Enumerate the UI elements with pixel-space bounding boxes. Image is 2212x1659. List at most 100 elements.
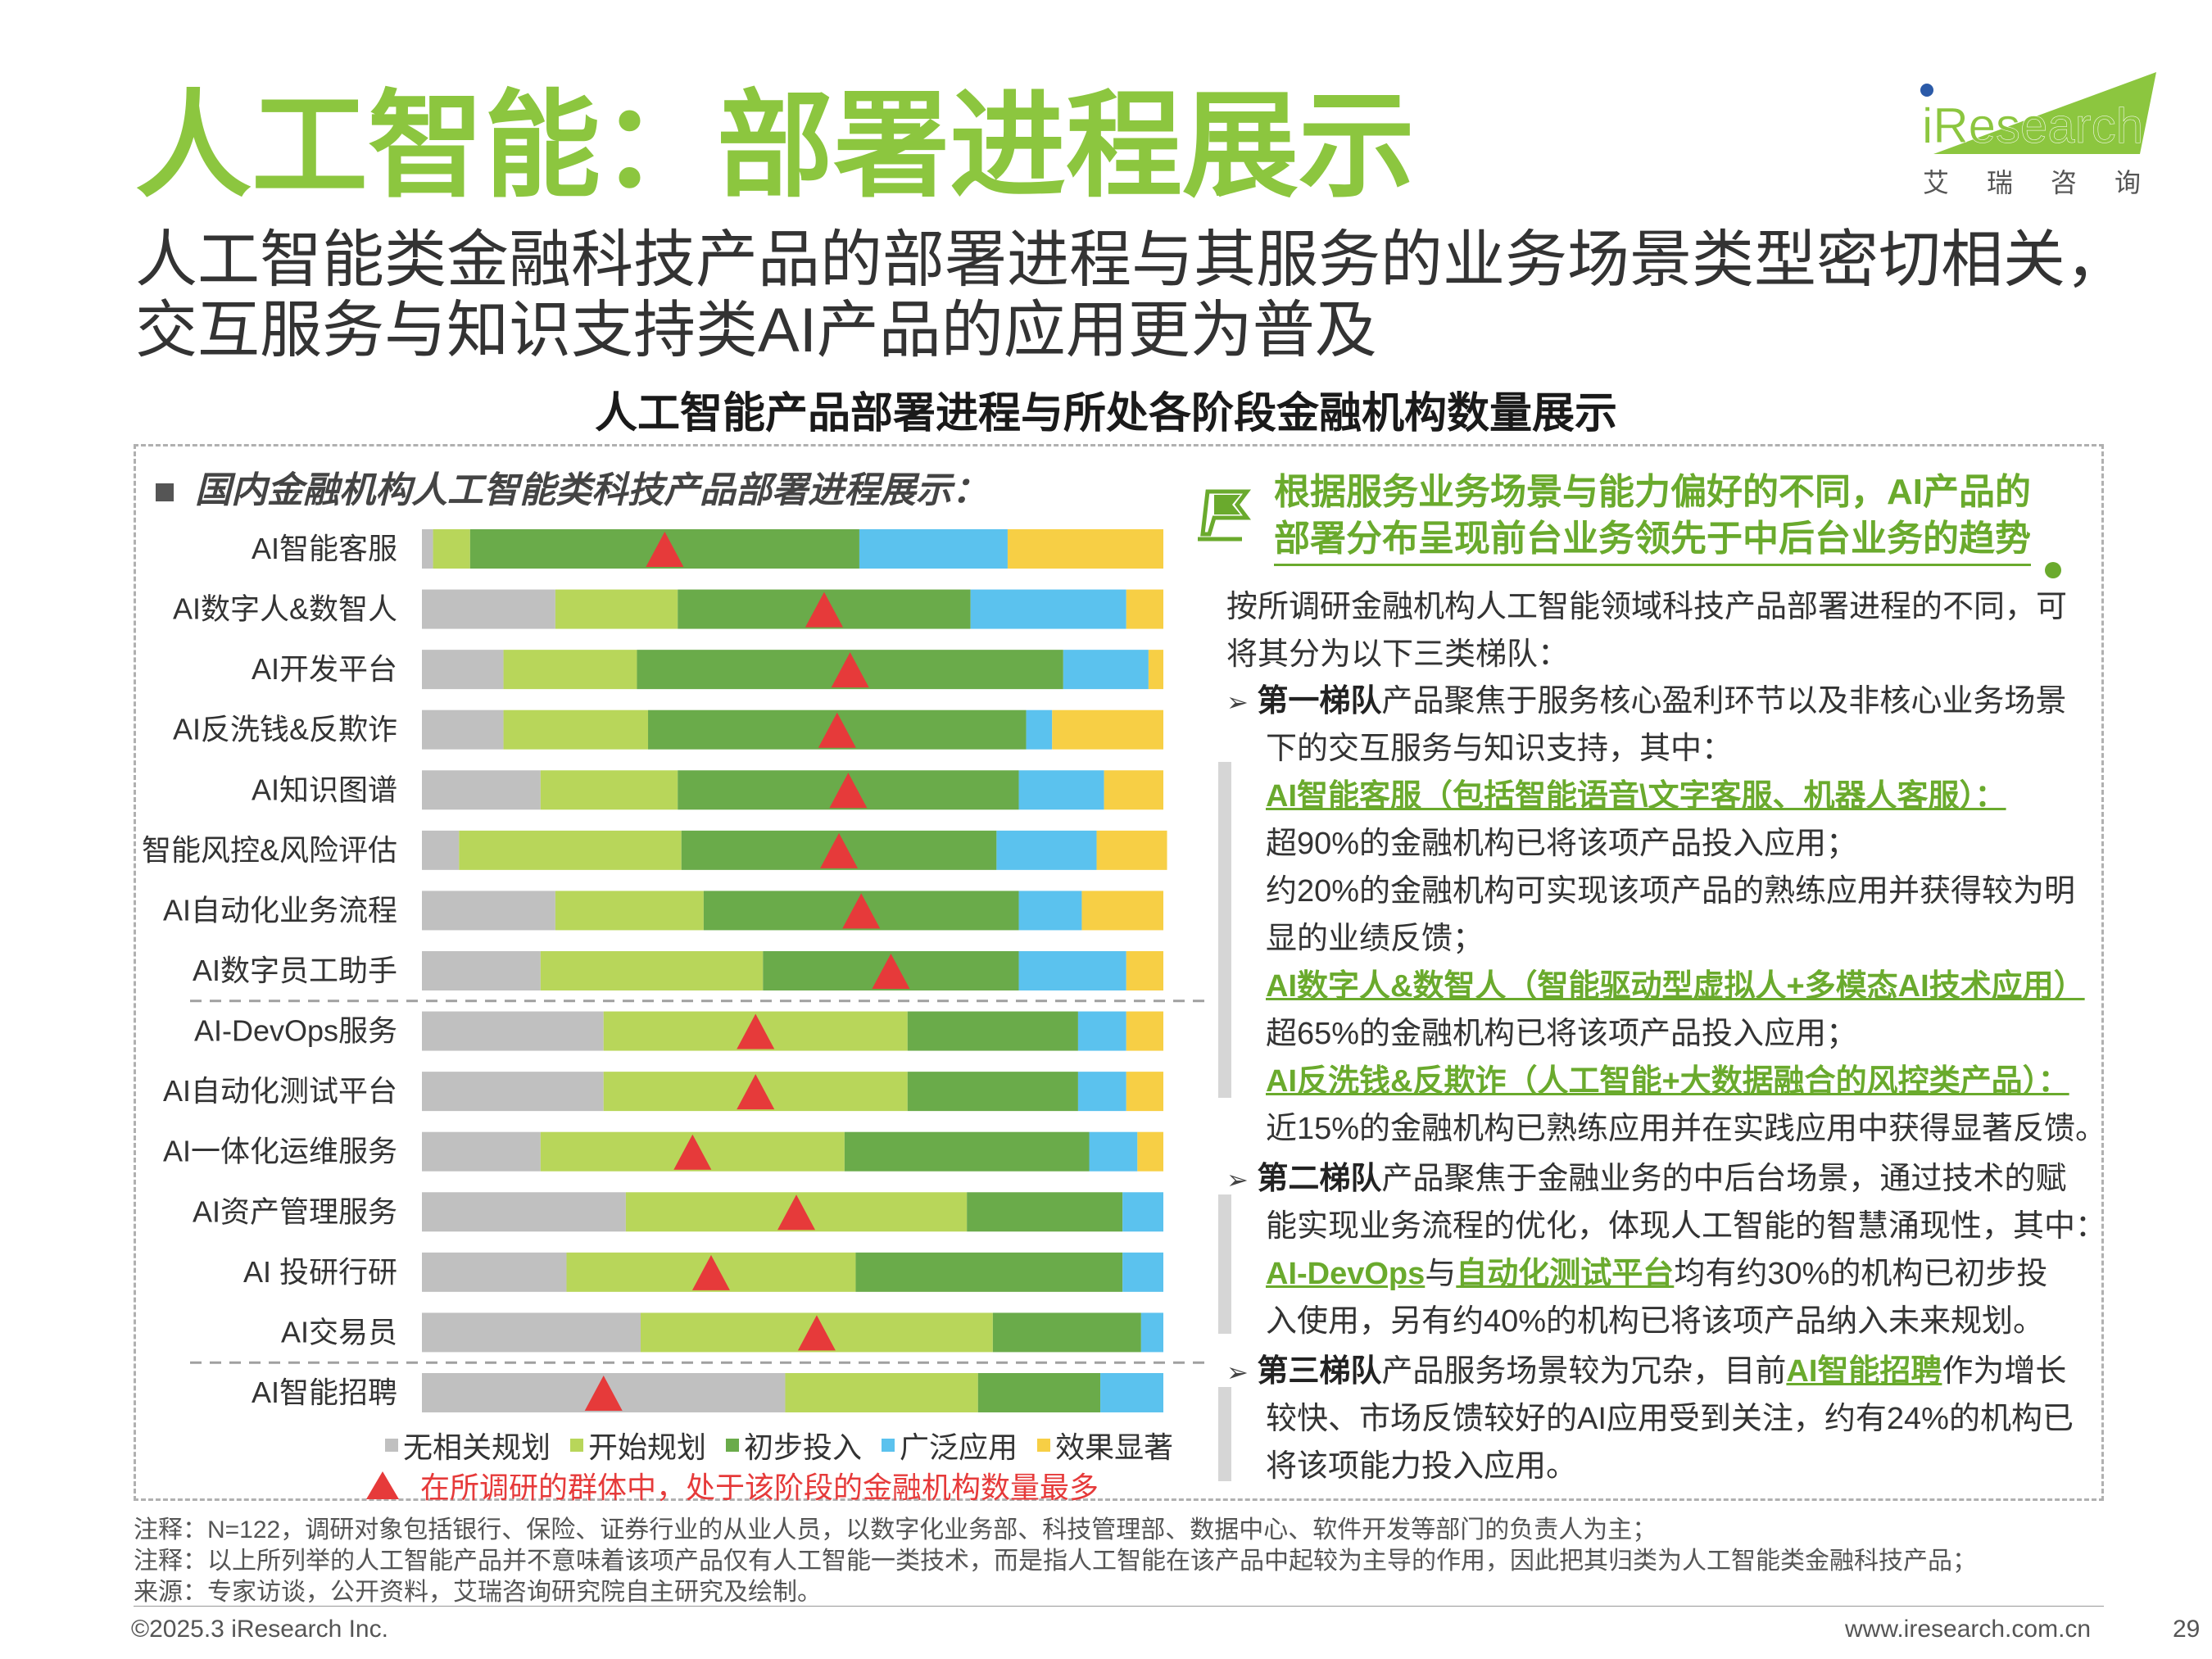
bar-segment [422,1312,641,1353]
bar-segment [422,709,504,750]
bar-segment [1018,891,1082,931]
category-label: 智能风控&风险评估 [142,833,397,867]
bar-segment [1126,1011,1163,1051]
item1-line-3: 显的业绩反馈； [1266,922,1484,956]
bar-segment [540,770,678,810]
bar-segment [1007,529,1163,569]
bar-segment [1148,650,1163,690]
tier3-label: 第三梯队 [1257,1354,1382,1389]
category-label: AI数字人&数智人 [173,592,397,626]
iresearch-logo: iResearch [1920,72,2156,154]
legend-item: 初步投入 [726,1424,862,1466]
bar-segment [422,830,460,870]
tier2-line-2: 能实现业务流程的优化，体现人工智能的智慧涌现性，其中： [1266,1209,2107,1244]
tier3-side-bar [1218,1387,1231,1481]
bar-segment [433,529,470,569]
max-stage-marker [777,1194,816,1231]
tier1-side-bar [1218,762,1231,1098]
max-stage-marker [829,773,868,809]
tier2-highlight-devops: AI-DevOps [1266,1257,1426,1291]
legend-item: 无相关规划 [385,1424,551,1466]
triangle-legend-note: 在所调研的群体中，处于该阶段的金融机构数量最多 [365,1464,1099,1507]
tier2-line-1: ➢ 第二梯队产品聚焦于金融业务的中后台场景，通过技术的赋 [1226,1155,2066,1203]
subtitle-line-1: 人工智能类金融科技产品的部署进程与其服务的业务场景类型密切相关， [135,225,2128,295]
item1-title: AI智能客服（包括智能语音\文字客服、机器人客服）： [1266,779,2006,814]
tier1-text-1: 产品聚焦于服务核心盈利环节以及非核心业务场景 [1381,684,2067,718]
bar-segment [992,1312,1141,1353]
tier3-text-1a: 产品服务场景较为冗杂，目前 [1381,1354,1787,1389]
bar-segment [503,709,649,750]
heading-line-1: 根据服务业务场景与能力偏好的不同，AI产品的 [1274,472,2031,512]
page-number: 29 [2173,1616,2201,1643]
max-stage-marker [737,1074,775,1110]
max-stage-marker [673,1134,712,1170]
bar-segment [540,950,764,990]
tier1-label: 第一梯队 [1257,684,1382,718]
item1-line-2: 约20%的金融机构可实现该项产品的熟练应用并获得较为明 [1266,874,2076,909]
bar-segment [1126,1072,1163,1112]
bar-segment [503,650,637,690]
chart-section-title-text: 国内金融机构人工智能类科技产品部署进程展示： [195,470,988,510]
bar-segment [422,1252,567,1292]
tier3-line-3: 将该项能力投入应用。 [1266,1449,1578,1484]
logo-brand: iResearch [1922,98,2143,153]
bar-segment [422,529,433,569]
bar-segment [859,529,1008,569]
category-label: AI自动化业务流程 [163,893,397,927]
max-stage-marker [797,1315,836,1351]
legend-item: 效果显著 [1037,1424,1173,1466]
tier3-highlight: AI智能招聘 [1786,1354,1942,1389]
item2-line-1: 超65%的金融机构已将该项产品投入应用； [1266,1017,1858,1051]
arrow-bullet-icon: ➢ [1226,1358,1249,1387]
bar-segment [459,830,682,870]
bar-segment [907,1072,1078,1112]
bar-segment [977,1372,1101,1412]
max-stage-marker [691,1254,730,1290]
copyright: ©2025.3 iResearch Inc. [131,1616,388,1643]
bar-segment [844,1131,1090,1172]
bar-segment [1018,770,1104,810]
bar-segment [996,830,1097,870]
chart-title: 人工智能产品部署进程与所处各阶段金融机构数量展示 [594,390,1617,437]
bar-segment [1089,1131,1138,1172]
category-label: AI知识图谱 [252,773,397,806]
tier3-line-1: ➢ 第三梯队产品服务场景较为冗杂，目前AI智能招聘作为增长 [1226,1348,2066,1396]
content-panel [134,444,2104,1501]
category-label: AI反洗钱&反欺诈 [173,713,397,746]
square-bullet-icon [156,483,174,502]
max-stage-marker [818,712,856,748]
tier2-label: 第二梯队 [1257,1162,1382,1196]
category-label: AI一体化运维服务 [163,1135,397,1168]
bar-segment [1018,950,1126,990]
legend-label: 初步投入 [744,1430,863,1464]
item3-title: AI反洗钱&反欺诈（人工智能+大数据融合的风控类产品）： [1266,1064,2069,1099]
max-stage-marker [831,652,869,688]
tier2-side-bar [1218,1194,1231,1334]
intro-line-2: 将其分为以下三类梯队： [1226,637,1570,672]
subtitle-line-2: 交互服务与知识支持类AI产品的应用更为普及 [135,296,1377,365]
legend-swatch [1037,1439,1051,1452]
category-label: AI数字员工助手 [193,954,397,987]
legend-label: 效果显著 [1055,1430,1174,1464]
legend-label: 开始规划 [588,1430,707,1464]
legend-label: 广泛应用 [900,1430,1018,1464]
bar-segment [1137,1131,1163,1172]
intro-line-1: 按所调研金融机构人工智能领域科技产品部署进程的不同，可 [1226,590,2068,624]
item2-title: AI数字人&数智人（智能驱动型虚拟人+多模态AI技术应用） [1266,969,2085,1004]
legend-label: 无相关规划 [403,1430,551,1464]
bar-segment [1077,1072,1126,1112]
legend-swatch [385,1439,398,1452]
bar-segment [1063,650,1149,690]
legend-item: 开始规划 [570,1424,706,1466]
bar-segment [422,1072,604,1112]
bar-segment [1026,709,1053,750]
website-link[interactable]: www.iresearch.com.cn [1845,1616,2092,1643]
flag-icon [1198,489,1251,542]
bar-segment [1100,1372,1163,1412]
tier2-mid-text: 与 [1425,1257,1457,1291]
tier2-line-4: 入使用，另有约40%的机构已将该项产品纳入未来规划。 [1266,1304,2045,1339]
bar-segment [1126,950,1163,990]
bar-segment [422,950,541,990]
bar-segment [1096,830,1167,870]
category-label: AI智能招聘 [252,1376,397,1409]
